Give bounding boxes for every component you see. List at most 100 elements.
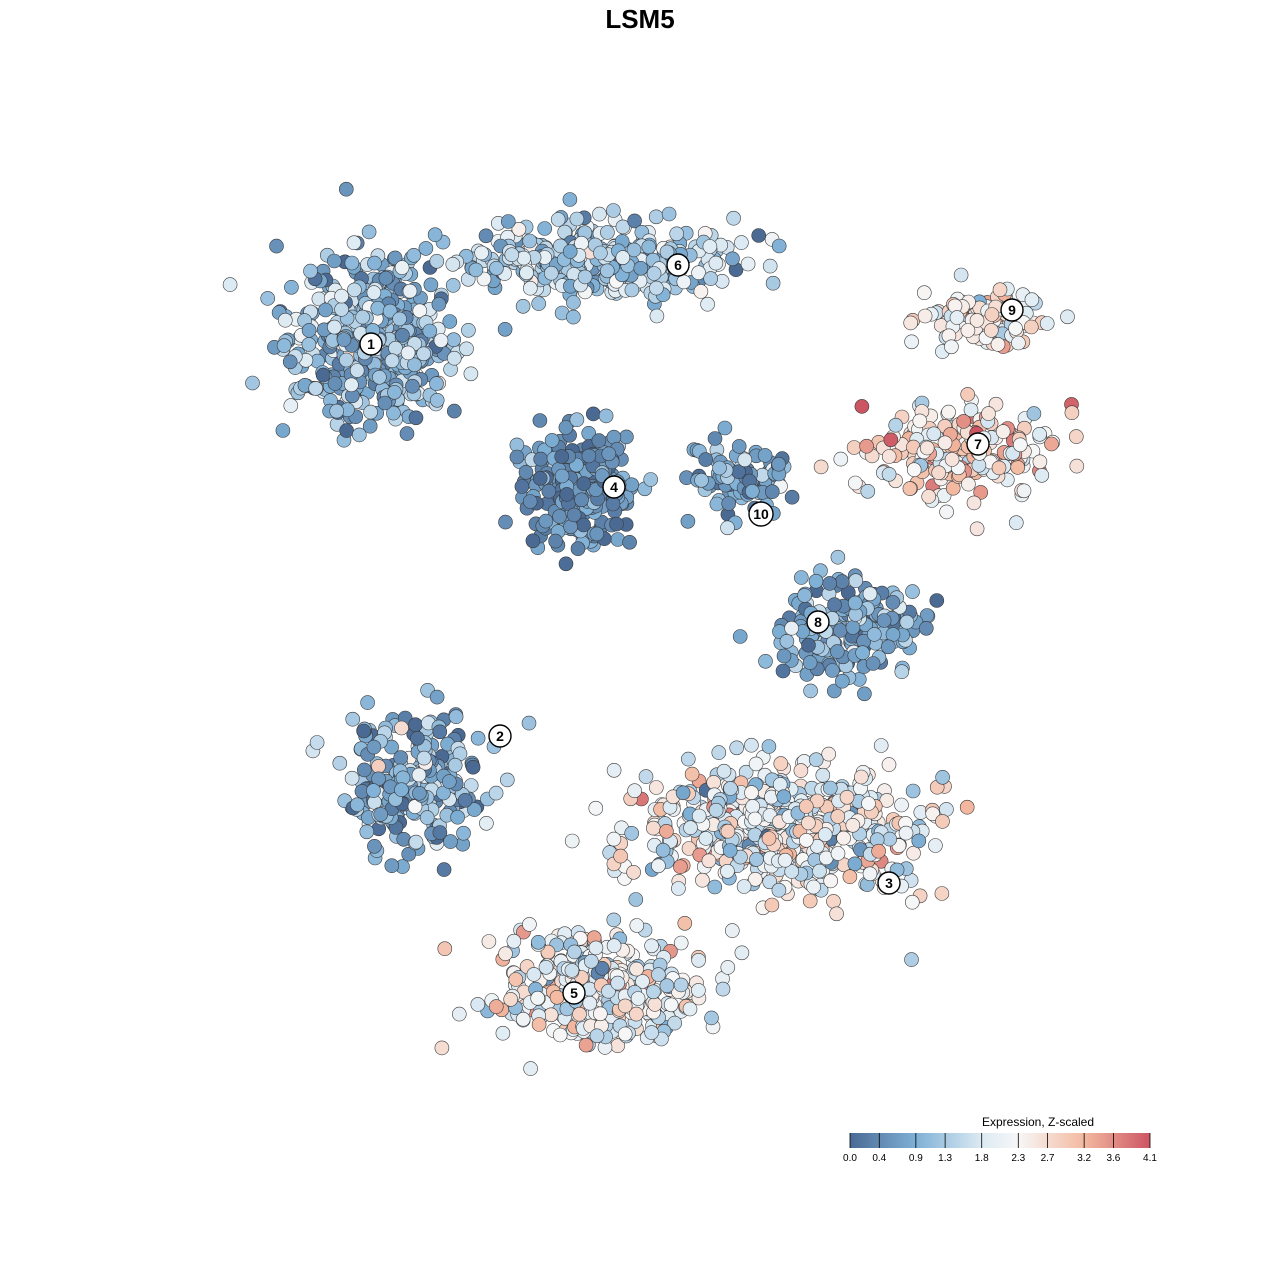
cell-point <box>762 258 778 274</box>
cell-point <box>361 224 377 240</box>
cell-point <box>615 250 631 265</box>
cell-point <box>906 462 922 478</box>
cell-point <box>944 339 959 355</box>
cell-point <box>683 820 698 836</box>
legend-tick-label: 1.3 <box>938 1153 952 1164</box>
cell-point <box>423 277 439 293</box>
cell-point <box>532 413 548 428</box>
cell-point <box>830 809 846 824</box>
cell-point <box>771 238 787 254</box>
cell-point <box>622 534 637 550</box>
cell-point <box>448 709 464 725</box>
cell-point <box>531 1017 547 1032</box>
cell-point <box>969 313 985 328</box>
cell-point <box>526 967 542 982</box>
cell-point <box>802 893 818 909</box>
cell-point <box>572 1006 587 1022</box>
cell-point <box>815 767 831 783</box>
cell-point <box>793 763 809 778</box>
cell-point <box>499 772 515 788</box>
cell-point <box>669 226 685 242</box>
cell-point <box>598 408 614 424</box>
cell-point <box>646 984 661 1000</box>
cell-point <box>548 533 563 549</box>
cell-point <box>275 423 291 438</box>
cell-point <box>552 1027 568 1043</box>
cell-point <box>881 449 897 464</box>
cell-point <box>801 815 816 831</box>
cell-point <box>301 323 317 338</box>
cell-point <box>854 399 870 414</box>
cell-point <box>589 1028 605 1044</box>
cell-point <box>973 485 989 500</box>
cell-point <box>629 918 645 933</box>
cell-point <box>518 464 534 480</box>
cell-point <box>725 251 740 267</box>
cell-point <box>411 767 427 783</box>
cell-point <box>592 1006 608 1022</box>
cell-point <box>550 212 566 227</box>
cell-point <box>401 846 417 862</box>
cell-point <box>906 845 921 861</box>
cell-point <box>437 941 453 957</box>
cell-point <box>655 842 671 858</box>
cluster-label-circle <box>1000 298 1024 322</box>
cell-point <box>600 225 615 240</box>
cell-point <box>825 663 840 678</box>
cell-point <box>511 222 527 237</box>
legend-tick-label: 1.8 <box>975 1153 989 1164</box>
cell-point <box>929 593 945 608</box>
cell-point <box>953 267 969 283</box>
cell-point <box>451 1006 467 1022</box>
cell-point <box>562 244 578 259</box>
cell-point <box>732 629 748 644</box>
cell-point <box>729 740 745 756</box>
cell-point <box>562 192 578 207</box>
cell-point <box>847 475 863 491</box>
cell-point <box>549 989 565 1005</box>
cell-point <box>871 843 886 859</box>
cell-point <box>720 960 736 975</box>
cell-point <box>522 494 538 509</box>
cell-point <box>829 644 845 659</box>
cell-point <box>488 785 504 801</box>
cell-point <box>848 573 864 589</box>
cell-point <box>606 938 622 954</box>
cell-point <box>716 763 732 779</box>
cell-point <box>436 785 451 801</box>
cell-point <box>744 785 759 800</box>
cell-point <box>277 312 293 328</box>
cell-point <box>969 521 985 537</box>
cell-point <box>630 991 646 1006</box>
cell-point <box>628 1006 644 1022</box>
legend-ticks: 0.0 0.4 0.9 1.3 1.8 2.3 2.7 3.2 3.6 4.1 <box>843 1133 1157 1164</box>
cell-point <box>467 802 482 817</box>
cell-point <box>707 879 723 895</box>
legend-title: Expression, Z-scaled <box>982 1115 1094 1129</box>
cell-point <box>724 923 740 938</box>
cell-point <box>432 724 448 740</box>
cell-point <box>606 203 621 218</box>
cell-point <box>456 825 471 841</box>
cell-point <box>803 683 818 699</box>
cluster-label-text: 2 <box>496 728 504 744</box>
cell-point <box>744 737 759 753</box>
cell-point <box>585 406 601 422</box>
cell-point <box>515 298 531 314</box>
cell-point <box>429 376 444 391</box>
cell-point <box>344 377 359 393</box>
cell-point <box>966 495 982 511</box>
legend-tick-label: 2.3 <box>1011 1153 1025 1164</box>
cell-point <box>626 864 641 880</box>
cell-point <box>349 797 365 813</box>
cell-point <box>489 260 504 276</box>
cell-point <box>698 831 714 846</box>
cell-point <box>566 309 581 325</box>
cell-point <box>700 296 715 312</box>
cell-point <box>845 817 861 833</box>
cell-point <box>606 762 622 778</box>
cell-point <box>762 874 778 890</box>
cluster-label-text: 9 <box>1008 302 1016 318</box>
cell-point <box>833 451 849 467</box>
cell-point <box>532 470 548 486</box>
